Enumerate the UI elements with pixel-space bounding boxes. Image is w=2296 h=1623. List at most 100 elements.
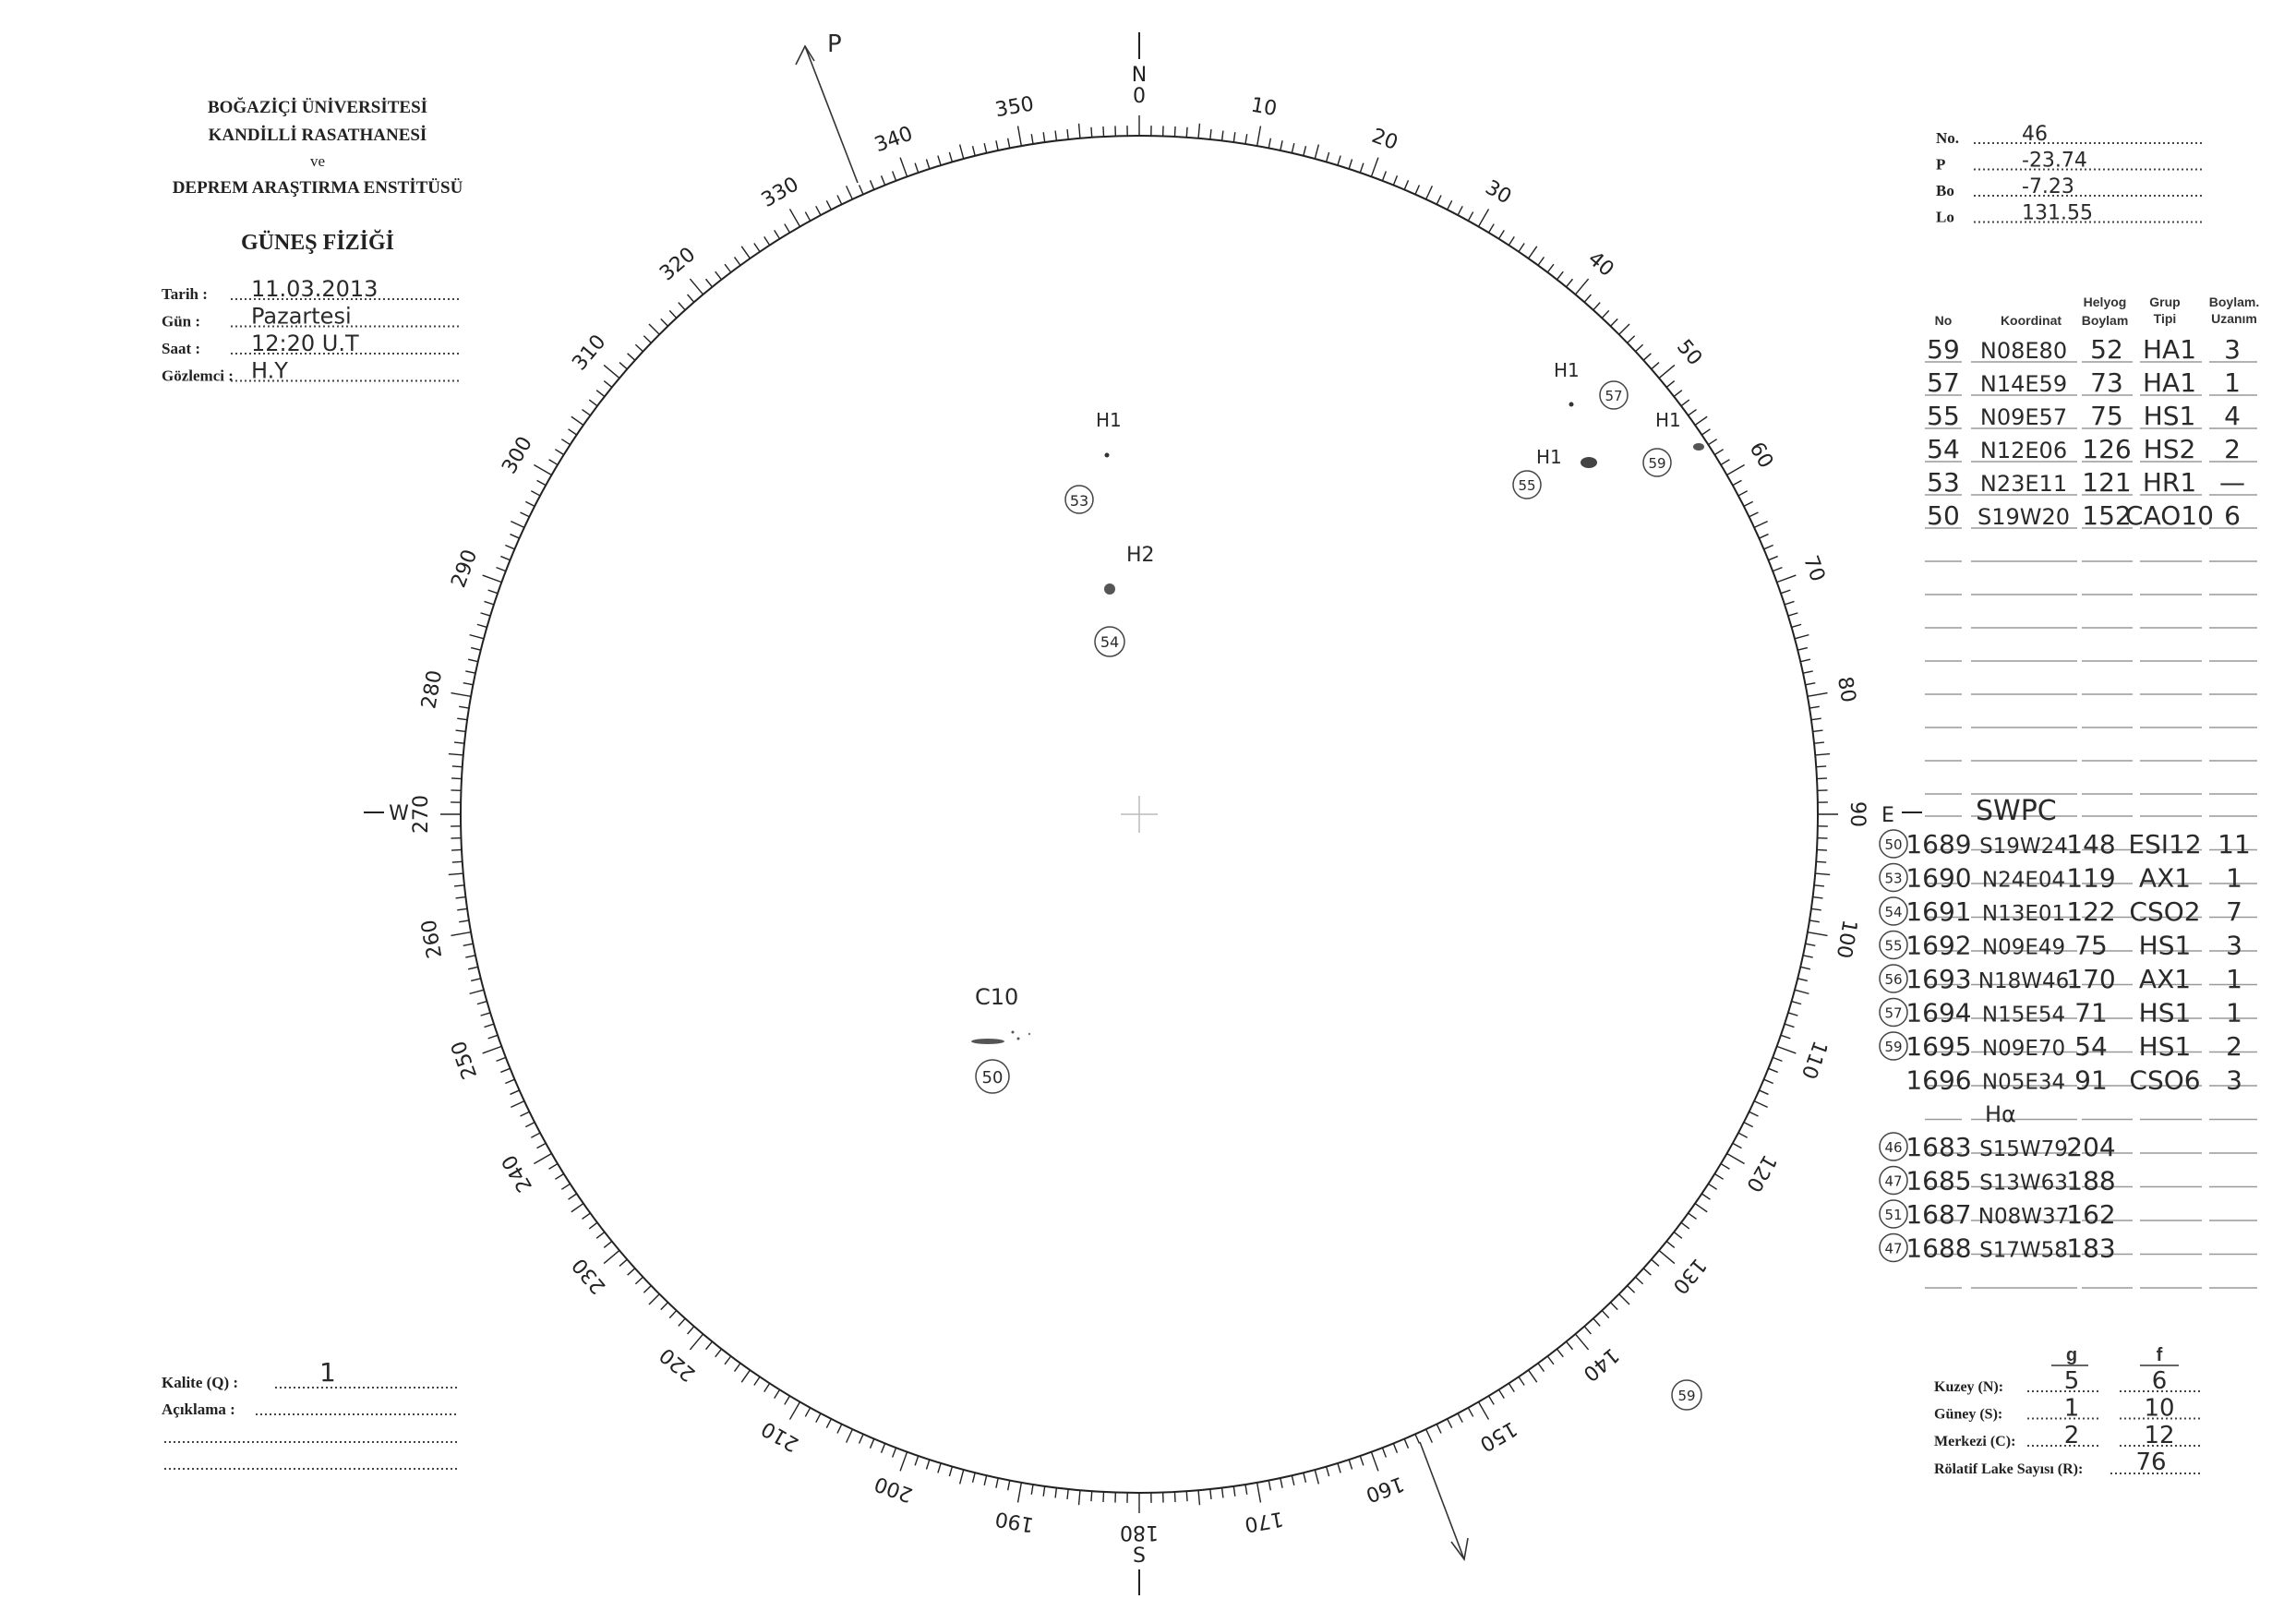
count-label: Güney (S):	[1934, 1407, 2002, 1423]
degree-tick	[1487, 1395, 1495, 1405]
degree-tick	[1753, 520, 1768, 529]
degree-tick	[1348, 1459, 1353, 1470]
group-number: 51	[1884, 1207, 1902, 1223]
degree-label: 350	[993, 92, 1036, 122]
param-value: 46	[2022, 123, 2048, 146]
degree-tick	[899, 157, 908, 177]
degree-tick	[788, 1401, 801, 1420]
degree-tick	[948, 151, 954, 162]
sunspot-group-57: H1 57	[1554, 359, 1629, 410]
degree-tick	[451, 931, 472, 937]
group-number-circle	[1512, 470, 1542, 499]
degree-tick	[1348, 159, 1353, 170]
count-row: Kuzey (N): 5 6	[1934, 1367, 2202, 1395]
degree-tick	[1759, 533, 1769, 539]
degree-tick	[480, 612, 491, 617]
degree-tick	[1743, 1122, 1754, 1128]
degree-tick	[648, 323, 660, 335]
degree-tick	[1726, 463, 1745, 476]
group-number: 56	[1884, 971, 1902, 988]
degree-tick	[1280, 140, 1283, 151]
degree-tick	[603, 1241, 613, 1249]
param-label: P	[1936, 156, 1945, 174]
degree-tick	[1054, 1487, 1058, 1498]
swpc-title: SWPC	[1976, 795, 2057, 827]
table-cell: 2	[2224, 434, 2241, 464]
degree-tick	[1030, 134, 1034, 145]
degree-tick	[1006, 138, 1011, 149]
table-row: 53 N23E11 121 HR1 —	[1927, 467, 2245, 498]
degree-tick	[1800, 966, 1811, 970]
degree-tick	[1090, 126, 1093, 138]
degree-tick	[451, 691, 472, 698]
table-cell: 126	[2082, 434, 2131, 464]
degree-label: 180	[1120, 1521, 1159, 1544]
swpc-cell: 1696	[1905, 1065, 1971, 1096]
degree-label: 80	[1833, 675, 1859, 704]
degree-tick	[1651, 362, 1660, 370]
degree-tick	[836, 1424, 843, 1434]
degree-tick	[1528, 1369, 1538, 1383]
swpc-cell: 1	[2226, 998, 2242, 1028]
swpc-cell: 204	[2066, 1132, 2115, 1162]
degree-tick	[1381, 1447, 1387, 1458]
degree-tick	[1102, 126, 1105, 138]
degree-tick	[510, 533, 520, 539]
degree-tick	[554, 449, 565, 456]
degree-tick	[482, 1045, 502, 1054]
col-koordinat: Koordinat	[2001, 313, 2062, 328]
degree-tick	[1759, 1089, 1769, 1096]
degree-tick	[451, 860, 463, 863]
sunspot	[1104, 452, 1110, 458]
col-grup-1: Grup	[2149, 295, 2180, 309]
table-cell: S19W20	[1977, 504, 2070, 530]
degree-tick	[470, 978, 482, 982]
degree-tick	[463, 681, 474, 686]
count-row: Merkezi (C): 2 12	[1934, 1422, 2202, 1449]
degree-tick	[1812, 896, 1823, 899]
degree-tick	[1651, 1258, 1660, 1267]
col-helyog-1: Helyog	[2084, 295, 2127, 309]
degree-tick	[1077, 1490, 1081, 1506]
table-cell: N08E80	[1980, 338, 2067, 364]
swpc-cell: S17W58	[1979, 1239, 2068, 1263]
group-number: 55	[1518, 477, 1535, 494]
degree-tick	[1601, 1310, 1610, 1319]
group-number-circle	[1879, 1199, 1908, 1229]
degree-tick	[1537, 1363, 1545, 1372]
swpc-cell: 1692	[1905, 931, 1971, 961]
group-type-label: H1	[1554, 359, 1580, 381]
degree-tick	[1173, 126, 1176, 138]
degree-label: 60	[1745, 439, 1778, 473]
degree-tick	[1359, 162, 1364, 174]
degree-tick	[1256, 1482, 1262, 1503]
degree-tick	[1016, 1482, 1023, 1503]
swpc-cell: 1	[2226, 863, 2242, 894]
swpc-cell: 1685	[1905, 1166, 1971, 1196]
degree-tick	[1467, 1407, 1474, 1417]
degree-tick	[1583, 1326, 1592, 1335]
table-cell: N12E06	[1980, 438, 2067, 463]
degree-tick	[520, 1111, 530, 1117]
table-cell: 52	[2090, 334, 2123, 365]
degree-tick	[1658, 1249, 1676, 1265]
degree-tick	[1780, 589, 1791, 595]
sunspot	[1104, 583, 1115, 595]
g-value: 1	[2064, 1395, 2080, 1423]
degree-tick	[1325, 151, 1330, 162]
degree-tick	[484, 600, 495, 606]
degree-tick	[505, 544, 515, 550]
institution-line-4: DEPREM ARAŞTIRMA ENSTİTÜSÜ	[173, 178, 463, 198]
swpc-cell: 91	[2074, 1065, 2108, 1096]
degree-label: 220	[655, 1343, 700, 1386]
degree-tick	[983, 142, 988, 153]
swpc-cell: 1689	[1905, 829, 1971, 860]
swpc-cell: S19W24	[1979, 835, 2068, 859]
degree-tick	[451, 777, 463, 780]
degree-tick	[971, 145, 976, 157]
degree-tick	[536, 1142, 547, 1149]
degree-tick	[1816, 848, 1828, 851]
degree-label: 230	[568, 1254, 610, 1298]
